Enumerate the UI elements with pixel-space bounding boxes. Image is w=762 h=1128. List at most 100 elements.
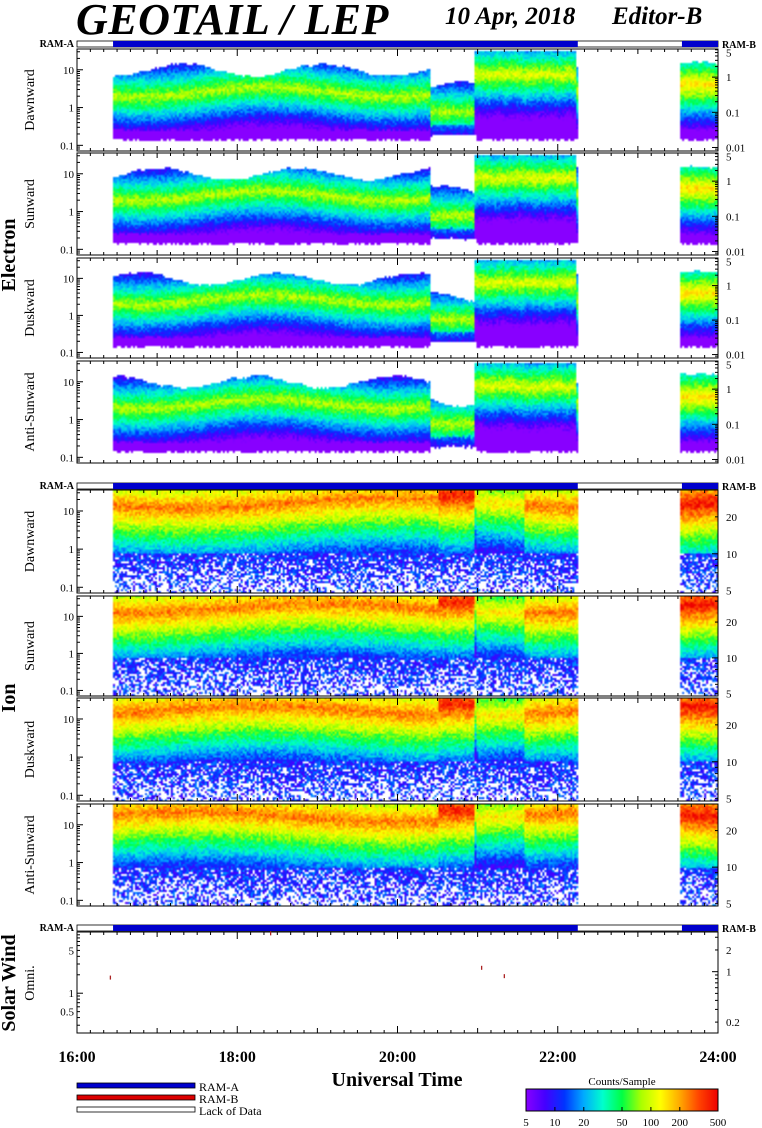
colorbar-tick-label: 500 bbox=[710, 1117, 727, 1128]
ion-spectrogram bbox=[77, 804, 718, 906]
y-tick-label: 1 bbox=[726, 967, 732, 979]
y-tick-label: 5 bbox=[726, 689, 732, 701]
y-tick-label: 5 bbox=[726, 152, 732, 164]
panel-label: Anti-Sunward bbox=[23, 372, 38, 451]
y-tick-label: 0.1 bbox=[60, 895, 74, 907]
colorbar-title: Counts/Sample bbox=[588, 1076, 655, 1088]
electron-spectrogram bbox=[77, 361, 718, 463]
y-tick-label: 10 bbox=[63, 65, 75, 77]
y-tick-label: 0.1 bbox=[60, 685, 74, 697]
panel-label: Duskward bbox=[23, 721, 38, 779]
y-tick-label: 0.1 bbox=[60, 244, 74, 256]
y-tick-label: 0.1 bbox=[726, 419, 740, 431]
y-tick-label: 20 bbox=[726, 617, 738, 629]
legend-label: RAM-A bbox=[199, 1080, 239, 1094]
y-tick-label: 5 bbox=[726, 586, 732, 598]
y-tick-label: 20 bbox=[726, 512, 738, 524]
y-tick-label: 0.01 bbox=[726, 142, 745, 154]
legend-swatch bbox=[76, 1094, 196, 1101]
y-tick-label: 0.1 bbox=[60, 790, 74, 802]
ram-a-label: RAM-A bbox=[40, 923, 75, 934]
y-tick-label: 5 bbox=[726, 899, 732, 911]
ram-b-label: RAM-B bbox=[722, 482, 756, 493]
legend-swatch bbox=[76, 1082, 196, 1089]
x-tick-label: 20:00 bbox=[379, 1049, 416, 1066]
y-tick-label: 10 bbox=[63, 714, 75, 726]
y-tick-label: 0.2 bbox=[726, 1017, 740, 1029]
legend-swatch bbox=[76, 1106, 196, 1113]
legend-label: RAM-B bbox=[199, 1092, 238, 1106]
y-tick-label: 0.1 bbox=[60, 582, 74, 594]
y-tick-label: 1 bbox=[69, 858, 75, 870]
y-tick-label: 10 bbox=[726, 653, 738, 665]
panel-label: Duskward bbox=[23, 279, 38, 337]
y-tick-label: 0.5 bbox=[60, 1007, 74, 1019]
y-tick-label: 0.01 bbox=[726, 454, 745, 466]
colorbar-tick-label: 5 bbox=[523, 1117, 529, 1128]
ram-a-bar bbox=[681, 483, 718, 489]
y-tick-label: 10 bbox=[63, 506, 75, 518]
ram-a-label: RAM-A bbox=[40, 39, 75, 50]
y-tick-label: 2 bbox=[726, 945, 732, 957]
y-tick-label: 1 bbox=[726, 72, 732, 84]
y-tick-label: 1 bbox=[69, 544, 75, 556]
y-tick-label: 1 bbox=[69, 988, 75, 1000]
y-tick-label: 1 bbox=[69, 207, 75, 219]
y-tick-label: 10 bbox=[63, 273, 75, 285]
ram-a-bar bbox=[113, 483, 578, 489]
y-tick-label: 0.1 bbox=[60, 452, 74, 464]
panel-frame bbox=[76, 931, 719, 1034]
y-tick-label: 1 bbox=[69, 415, 75, 427]
y-tick-label: 10 bbox=[726, 757, 738, 769]
ram-b-label: RAM-B bbox=[722, 924, 756, 935]
panel-label: Sunward bbox=[23, 621, 38, 671]
y-tick-label: 10 bbox=[726, 862, 738, 874]
x-tick-label: 22:00 bbox=[539, 1049, 576, 1066]
x-axis-title: Universal Time bbox=[332, 1069, 463, 1091]
panel-label: Omni. bbox=[23, 965, 38, 1000]
y-tick-label: 5 bbox=[726, 360, 732, 372]
y-tick-label: 20 bbox=[726, 720, 738, 732]
y-tick-label: 0.1 bbox=[60, 140, 74, 152]
x-tick-label: 24:00 bbox=[699, 1049, 736, 1066]
group-label-ion: Ion bbox=[0, 684, 20, 713]
y-tick-label: 20 bbox=[726, 826, 738, 838]
x-tick-label: 16:00 bbox=[58, 1049, 95, 1066]
ram-b-label: RAM-B bbox=[722, 40, 756, 51]
y-tick-label: 10 bbox=[726, 549, 738, 561]
y-tick-label: 1 bbox=[69, 752, 75, 764]
ram-a-label: RAM-A bbox=[40, 481, 75, 492]
electron-spectrogram bbox=[77, 258, 718, 358]
y-tick-label: 1 bbox=[726, 281, 732, 293]
y-tick-label: 1 bbox=[69, 103, 75, 115]
electron-spectrogram bbox=[77, 153, 718, 255]
colorbar-tick-label: 20 bbox=[578, 1117, 590, 1128]
y-tick-label: 1 bbox=[69, 310, 75, 322]
ion-spectrogram bbox=[77, 698, 718, 801]
date-label: 10 Apr, 2018 bbox=[445, 3, 576, 30]
group-label-electron: Electron bbox=[0, 219, 20, 292]
colorbar-tick-label: 50 bbox=[617, 1117, 629, 1128]
y-tick-label: 5 bbox=[69, 945, 75, 957]
y-tick-label: 10 bbox=[63, 820, 75, 832]
y-tick-label: 5 bbox=[726, 48, 732, 60]
ram-a-bar bbox=[113, 41, 578, 47]
y-tick-label: 0.1 bbox=[726, 107, 740, 119]
y-tick-label: 0.1 bbox=[726, 211, 740, 223]
ram-a-bar bbox=[681, 925, 718, 931]
panel-label: Dawnward bbox=[23, 69, 38, 130]
y-tick-label: 0.1 bbox=[60, 347, 74, 359]
y-tick-label: 10 bbox=[63, 377, 75, 389]
ram-a-bar bbox=[113, 925, 578, 931]
panel-label: Sunward bbox=[23, 179, 38, 229]
y-tick-label: 0.01 bbox=[726, 350, 745, 362]
ram-a-bar bbox=[681, 41, 718, 47]
ion-spectrogram bbox=[77, 490, 718, 593]
editor-label: Editor-B bbox=[612, 3, 703, 30]
group-label-solar-wind: Solar Wind bbox=[0, 934, 20, 1031]
y-tick-label: 0.01 bbox=[726, 246, 745, 258]
panel-label: Anti-Sunward bbox=[23, 815, 38, 894]
y-tick-label: 1 bbox=[69, 648, 75, 660]
colorbar-tick-label: 200 bbox=[672, 1117, 689, 1128]
